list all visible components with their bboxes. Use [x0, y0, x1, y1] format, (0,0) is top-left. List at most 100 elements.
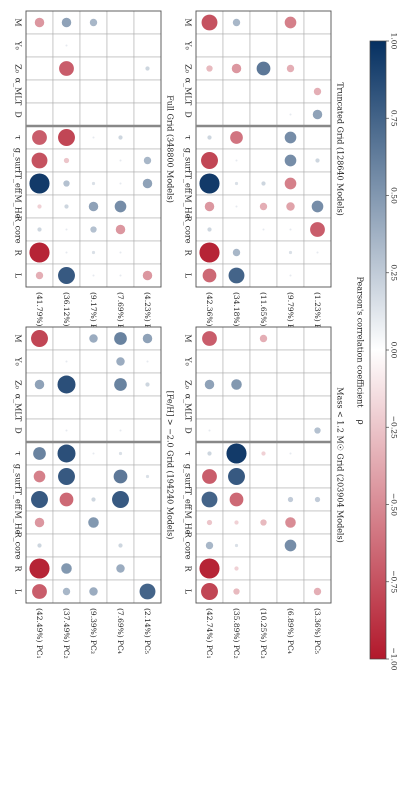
correlation-dot-PC₁-g_surf — [33, 470, 46, 483]
correlation-dot-PC₁-g_surf — [202, 469, 217, 484]
correlation-dot-PC₄-M — [284, 16, 297, 29]
correlation-dot-PC₄-Z₀ — [119, 67, 122, 70]
correlation-dot-PC₂-D — [235, 429, 238, 432]
correlation-dot-PC₁-T_eff — [29, 173, 50, 194]
panel-title: Mass < 1.2 M☉ Grid (203904 Models) — [336, 387, 345, 542]
correlation-dot-PC₁-Y₀ — [208, 44, 211, 47]
variable-label: Y₀ — [184, 40, 193, 50]
pc-label: (9.79%) PC₄ — [286, 292, 295, 338]
correlation-dot-PC₅-R — [146, 251, 149, 254]
correlation-dot-PC₁-R_core — [37, 227, 42, 232]
variable-label: R — [14, 565, 23, 572]
correlation-dot-PC₂-α_MLT — [65, 90, 68, 93]
variable-label: α_MLT — [14, 394, 23, 422]
correlation-dot-PC₅-g_surf — [145, 474, 150, 479]
variable-label: R_core — [184, 216, 193, 244]
variable-label: D — [184, 111, 193, 117]
correlation-dot-PC₄-Z₀ — [114, 378, 127, 391]
correlation-dot-PC₃-Z₀ — [256, 61, 271, 76]
correlation-dot-PC₁-R_core — [207, 227, 212, 232]
correlation-dot-PC₅-g_surf — [143, 156, 152, 165]
variable-label: D — [14, 111, 23, 117]
correlation-dot-PC₄-R_core — [115, 224, 126, 235]
correlation-dot-PC₁-Z₀ — [38, 67, 41, 70]
pc-label: (11.65%) PC₃ — [259, 292, 268, 343]
correlation-dot-PC₁-Y₀ — [38, 360, 41, 363]
correlation-dot-PC₁-M — [202, 331, 217, 346]
correlation-dot-PC₂-M_He — [235, 205, 238, 208]
correlation-dot-PC₁-α_MLT — [208, 406, 211, 409]
panel-title: Truncated Grid (128640 Models) — [336, 82, 345, 216]
pc-label: (9.39%) PC₃ — [89, 608, 98, 654]
correlation-dot-PC₁-M — [31, 330, 48, 347]
variable-label: R — [14, 249, 23, 256]
correlation-dot-PC₂-M — [61, 17, 72, 28]
correlation-dot-PC₄-M — [119, 21, 122, 24]
correlation-dot-PC₅-T_eff — [316, 182, 319, 185]
heatmap-panel-1 — [25, 10, 162, 288]
variable-label: L — [14, 589, 23, 595]
correlation-dot-PC₂-R — [234, 566, 239, 571]
correlation-dot-PC₂-R_core — [235, 228, 238, 231]
correlation-dot-PC₅-Z₀ — [316, 383, 319, 386]
correlation-dot-PC₄-T_eff — [284, 177, 297, 190]
correlation-dot-PC₅-R — [316, 251, 319, 254]
correlation-dot-PC₁-R — [29, 558, 50, 579]
correlation-dot-PC₁-α_MLT — [38, 90, 41, 93]
correlation-dot-PC₅-Y₀ — [316, 360, 319, 363]
correlation-dot-PC₅-Y₀ — [146, 360, 149, 363]
correlation-dot-PC₁-Z₀ — [204, 379, 215, 390]
variable-label: τ — [184, 451, 193, 456]
correlation-dot-PC₅-D — [312, 109, 323, 120]
correlation-dot-PC₄-T_eff — [287, 496, 294, 503]
correlation-dot-PC₄-D — [119, 429, 122, 432]
correlation-dot-PC₂-Z₀ — [231, 379, 242, 390]
correlation-dot-PC₃-α_MLT — [92, 90, 95, 93]
correlation-dot-PC₅-Z₀ — [316, 67, 319, 70]
correlation-dot-PC₄-Y₀ — [116, 357, 125, 366]
correlation-dot-PC₃-R_core — [92, 544, 95, 547]
correlation-dot-PC₂-T_eff — [63, 180, 70, 187]
correlation-dot-PC₄-T_eff — [119, 182, 122, 185]
correlation-dot-PC₁-τ — [207, 451, 212, 456]
correlation-dot-PC₁-M_He — [204, 201, 215, 212]
correlation-dot-PC₅-L — [316, 274, 319, 277]
correlation-dot-PC₁-L — [201, 583, 218, 600]
correlation-dot-PC₁-τ — [207, 135, 212, 140]
correlation-dot-PC₃-Y₀ — [262, 44, 265, 47]
correlation-dot-PC₃-R — [262, 567, 265, 570]
correlation-dot-PC₅-M — [146, 21, 149, 24]
correlation-dot-PC₃-τ — [92, 136, 95, 139]
pc-label: (1.23%) PC₅ — [313, 292, 322, 338]
correlation-dot-PC₂-g_surf — [58, 468, 75, 485]
correlation-dot-PC₅-R_core — [146, 544, 149, 547]
correlation-dot-PC₅-R_core — [316, 544, 319, 547]
colorbar-tick-label: −0.25 — [390, 416, 399, 439]
correlation-dot-PC₃-Y₀ — [262, 360, 265, 363]
correlation-dot-PC₄-α_MLT — [289, 90, 292, 93]
correlation-dot-PC₄-R_core — [289, 228, 292, 231]
variable-label: g_surf — [184, 148, 193, 174]
heatmap-panel-3 — [25, 326, 162, 604]
correlation-dot-PC₂-M — [65, 337, 68, 340]
correlation-dot-PC₁-α_MLT — [208, 90, 211, 93]
correlation-dot-PC₃-Z₀ — [262, 383, 265, 386]
correlation-dot-PC₂-R — [232, 248, 241, 257]
correlation-dot-PC₂-Z₀ — [57, 375, 76, 394]
panel-title: Full Grid (348800 Models) — [166, 95, 175, 203]
correlation-dot-PC₄-g_surf — [119, 159, 122, 162]
pc-label: (42.36%) PC₁ — [205, 292, 214, 343]
correlation-dot-PC₅-T_eff — [314, 496, 321, 503]
variable-label: Z₀ — [14, 380, 23, 389]
correlation-dot-PC₅-R — [146, 567, 149, 570]
correlation-dot-PC₅-D — [314, 427, 321, 434]
correlation-dot-PC₅-D — [146, 429, 149, 432]
correlation-dot-PC₄-τ — [284, 131, 297, 144]
correlation-dot-PC₅-M — [316, 21, 319, 24]
colorbar-tick-label: −1.00 — [390, 648, 399, 671]
pc-label: (4.23%) PC₅ — [143, 292, 152, 338]
colorbar-tick-label: 0.75 — [390, 110, 399, 127]
correlation-dot-PC₃-M_He — [88, 517, 99, 528]
correlation-dot-PC₃-L — [262, 274, 265, 277]
correlation-dot-PC₄-τ — [118, 135, 123, 140]
